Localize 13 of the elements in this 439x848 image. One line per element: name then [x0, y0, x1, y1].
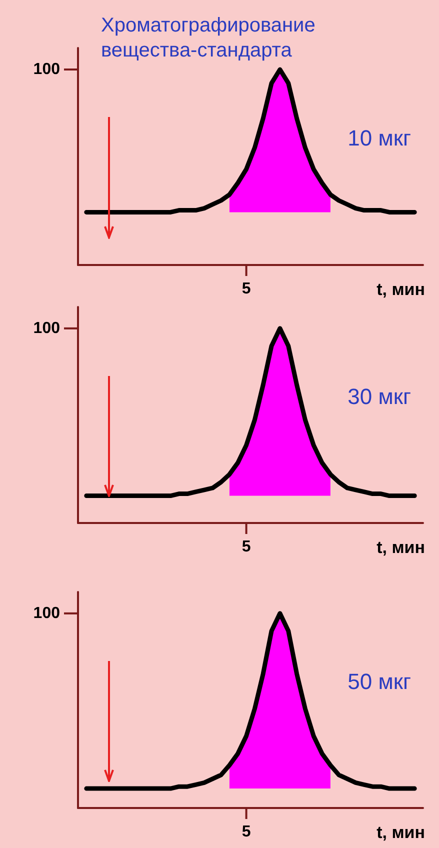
x-axis-title: t, мин [376, 823, 426, 842]
text: 5 [242, 538, 251, 556]
x-axis-title: t, мин [376, 280, 426, 299]
text: 100 [33, 604, 60, 622]
annotation: 10 мкг [348, 126, 411, 151]
text: 100 [33, 320, 60, 337]
chart-title: Хроматографирование вещества-стандарта [101, 14, 316, 62]
annotation: 30 мкг [348, 384, 411, 410]
annotation: 50 мкг [348, 669, 411, 694]
text: 5 [242, 280, 251, 298]
x-axis-title: t, мин [376, 538, 426, 557]
text: 5 [242, 824, 251, 840]
text: 100 [33, 61, 60, 78]
